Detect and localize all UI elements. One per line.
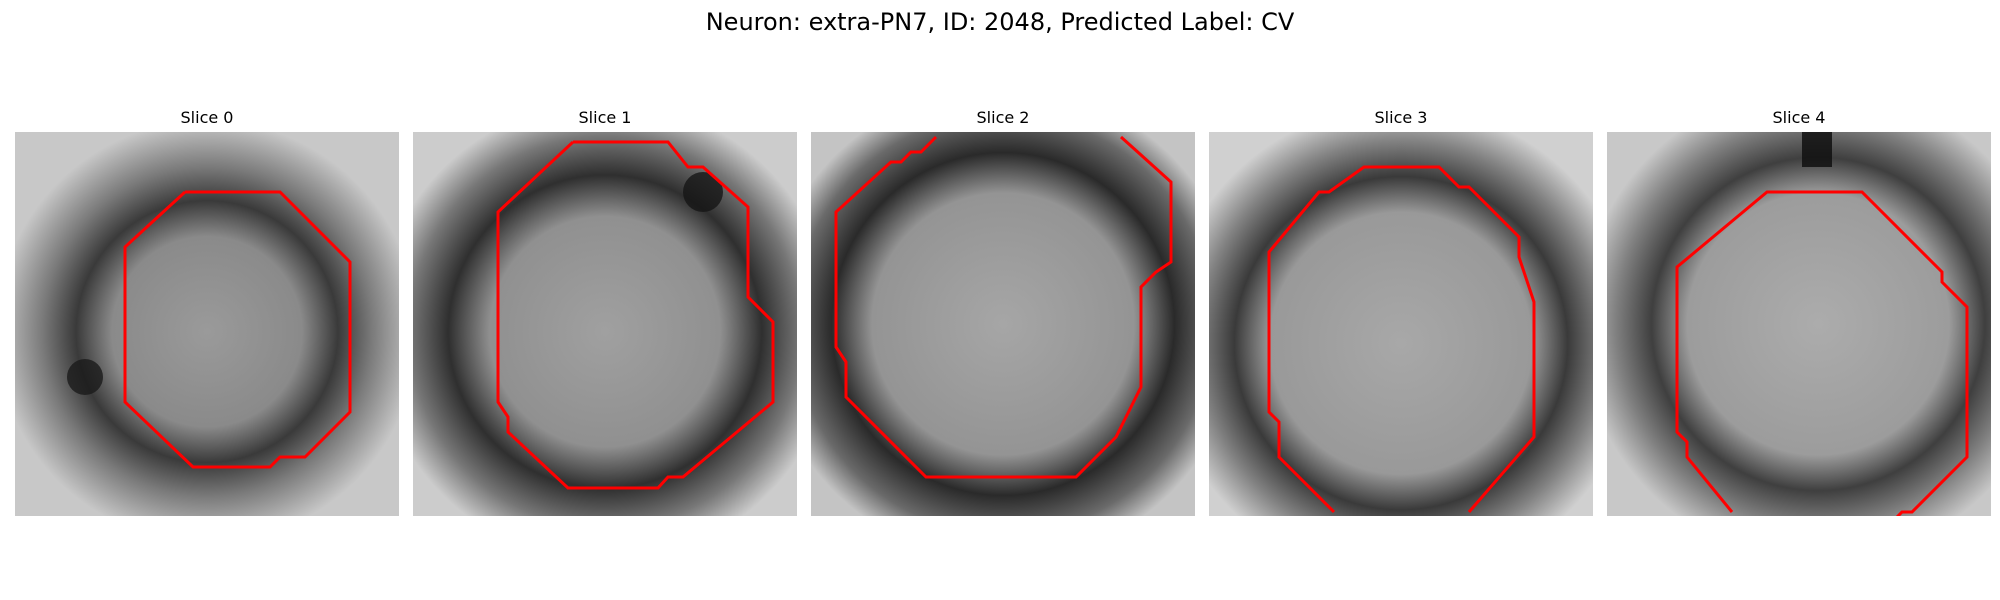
slice-image <box>1209 132 1593 516</box>
slice-title: Slice 2 <box>976 108 1030 127</box>
contour-line <box>1267 165 1536 514</box>
slice-title: Slice 4 <box>1772 108 1826 127</box>
slice-panel-3: Slice 3 <box>1209 108 1593 516</box>
micrograph <box>15 132 399 516</box>
slice-title: Slice 1 <box>578 108 632 127</box>
micrograph <box>413 132 797 516</box>
contour-line <box>1675 190 1969 516</box>
slice-image <box>1607 132 1991 516</box>
slice-image <box>15 132 399 516</box>
slice-panel-1: Slice 1 <box>413 108 797 516</box>
micrograph <box>811 132 1195 516</box>
slice-title: Slice 3 <box>1374 108 1428 127</box>
contour-line <box>496 140 775 490</box>
slice-image <box>811 132 1195 516</box>
slice-panel-0: Slice 0 <box>15 108 399 516</box>
dark-spot <box>1802 132 1832 167</box>
slice-panel-4: Slice 4 <box>1607 108 1991 516</box>
dark-spot <box>67 359 103 395</box>
slice-title: Slice 0 <box>180 108 234 127</box>
contour-line <box>123 190 352 469</box>
dark-spot <box>683 172 723 212</box>
contour-line <box>834 135 1173 479</box>
slice-panel-2: Slice 2 <box>811 108 1195 516</box>
micrograph <box>1607 132 1991 516</box>
micrograph <box>1209 132 1593 516</box>
slice-image <box>413 132 797 516</box>
figure-title: Neuron: extra-PN7, ID: 2048, Predicted L… <box>705 8 1295 36</box>
